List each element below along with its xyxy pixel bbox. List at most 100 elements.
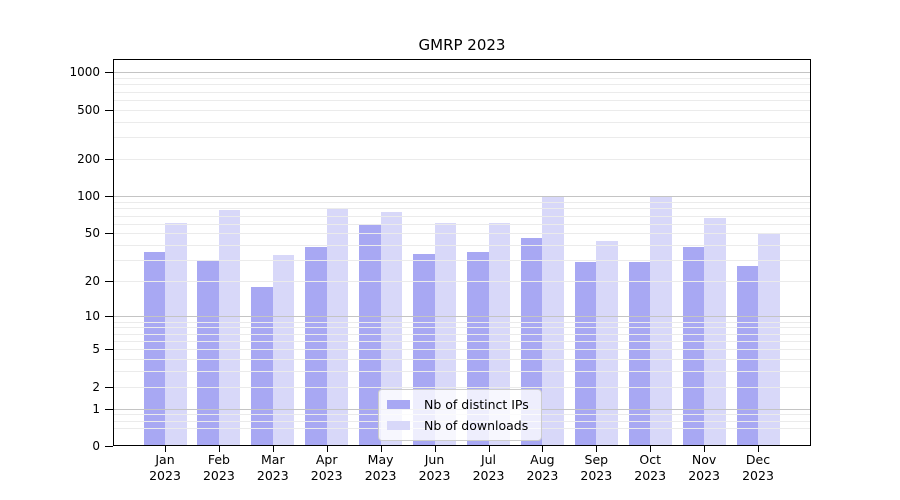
gridline-major — [113, 316, 811, 318]
x-tick-label-apr: Apr 2023 — [297, 452, 357, 484]
x-label-month: Jan — [155, 452, 175, 467]
y-tick-label: 500 — [77, 102, 100, 117]
gridline-minor — [113, 223, 811, 225]
y-tick-label: 100 — [77, 189, 100, 204]
x-label-year: 2023 — [310, 468, 343, 483]
x-label-month: Mar — [261, 452, 285, 467]
gridline-major — [113, 72, 811, 74]
x-tick-label-oct: Oct 2023 — [620, 452, 680, 484]
x-label-month: Jul — [480, 452, 497, 467]
bar-distinct-ips-sep — [574, 262, 597, 446]
legend: Nb of distinct IPs Nb of downloads — [378, 389, 542, 441]
x-label-year: 2023 — [202, 468, 235, 483]
gridline-minor — [113, 333, 811, 335]
gridline-minor — [113, 386, 811, 388]
x-tick — [596, 446, 598, 452]
legend-label-downloads: Nb of downloads — [424, 418, 529, 433]
bar-distinct-ips-nov — [682, 246, 705, 446]
x-tick — [218, 446, 220, 452]
gridline-minor — [113, 281, 811, 283]
x-tick — [758, 446, 759, 452]
x-tick-label-aug: Aug 2023 — [512, 452, 572, 484]
y-tick — [105, 386, 113, 388]
y-tick — [105, 196, 113, 198]
x-tick-label-may: May 2023 — [351, 452, 411, 484]
y-tick-label: 50 — [84, 226, 100, 241]
bar-downloads-aug — [542, 196, 564, 446]
y-tick — [105, 159, 113, 161]
x-label-year: 2023 — [364, 468, 397, 483]
x-label-year: 2023 — [688, 468, 720, 483]
x-tick-label-feb: Feb 2023 — [189, 452, 249, 484]
bar-distinct-ips-feb — [197, 260, 219, 446]
gridline-minor — [113, 84, 811, 86]
x-tick — [380, 446, 382, 452]
x-label-month: Sep — [584, 452, 609, 467]
bar-downloads-mar — [272, 255, 295, 446]
y-tick-label: 0 — [92, 439, 100, 453]
bar-distinct-ips-mar — [251, 286, 273, 446]
y-tick-label: 200 — [77, 152, 100, 167]
gridline-minor — [113, 233, 811, 235]
x-tick-label-nov: Nov 2023 — [674, 452, 734, 484]
chart-title: GMRP 2023 — [418, 36, 506, 54]
y-tick — [105, 72, 113, 74]
y-tick — [105, 446, 113, 447]
gridline-minor — [113, 99, 811, 101]
legend-item-distinct-ips: Nb of distinct IPs — [387, 396, 529, 413]
bar-downloads-sep — [596, 241, 618, 446]
gridline-minor — [113, 202, 811, 203]
gridline-minor — [113, 349, 811, 351]
x-label-year: 2023 — [256, 468, 289, 483]
x-label-year: 2023 — [742, 468, 774, 483]
y-tick-label: 10 — [84, 309, 100, 324]
bar-distinct-ips-may — [359, 223, 381, 446]
gridline-major — [113, 196, 811, 198]
bar-downloads-nov — [704, 217, 726, 446]
bar-downloads-dec — [758, 233, 780, 446]
x-tick — [326, 446, 328, 452]
x-label-month: Jun — [424, 452, 445, 467]
legend-swatch-distinct-ips — [387, 400, 410, 409]
x-label-year: 2023 — [472, 468, 505, 483]
x-label-month: May — [367, 452, 394, 467]
x-label-year: 2023 — [149, 468, 181, 483]
y-tick — [105, 281, 113, 283]
x-label-month: Aug — [530, 452, 555, 467]
x-tick — [434, 446, 436, 452]
x-tick — [488, 446, 490, 452]
gridline-minor — [113, 215, 811, 217]
x-tick-label-jul: Jul 2023 — [459, 452, 519, 484]
gridline-minor — [113, 109, 811, 111]
gridline-minor — [113, 245, 811, 247]
y-tick-label: 1 — [92, 401, 100, 416]
x-tick-label-jan: Jan 2023 — [135, 452, 195, 484]
gridline-minor — [113, 91, 811, 93]
legend-label-distinct-ips: Nb of distinct IPs — [424, 397, 529, 412]
legend-swatch-downloads — [387, 421, 410, 430]
gridline-minor — [113, 321, 811, 323]
gridline-minor — [113, 359, 811, 360]
gridline-minor — [113, 371, 811, 372]
gridline-minor — [113, 159, 811, 161]
bar-distinct-ips-oct — [628, 262, 651, 446]
x-label-month: Oct — [639, 452, 661, 467]
x-label-month: Dec — [745, 452, 771, 467]
x-tick — [542, 446, 544, 452]
x-tick-label-sep: Sep 2023 — [566, 452, 626, 484]
y-tick — [105, 408, 113, 410]
plot-area: Nb of distinct IPs Nb of downloads — [113, 59, 811, 446]
x-label-year: 2023 — [580, 468, 613, 483]
y-tick-label: 1000 — [69, 65, 100, 80]
y-tick-label: 20 — [84, 274, 100, 289]
bar-distinct-ips-apr — [305, 246, 327, 446]
bar-distinct-ips-dec — [736, 265, 758, 446]
x-tick-label-jun: Jun 2023 — [405, 452, 465, 484]
x-tick-label-mar: Mar 2023 — [243, 452, 303, 484]
legend-item-downloads: Nb of downloads — [387, 417, 529, 434]
y-tick-label: 5 — [92, 342, 100, 357]
gridline-minor — [113, 260, 811, 262]
x-label-year: 2023 — [418, 468, 451, 483]
x-tick — [650, 446, 652, 452]
gridline-minor — [113, 208, 811, 210]
